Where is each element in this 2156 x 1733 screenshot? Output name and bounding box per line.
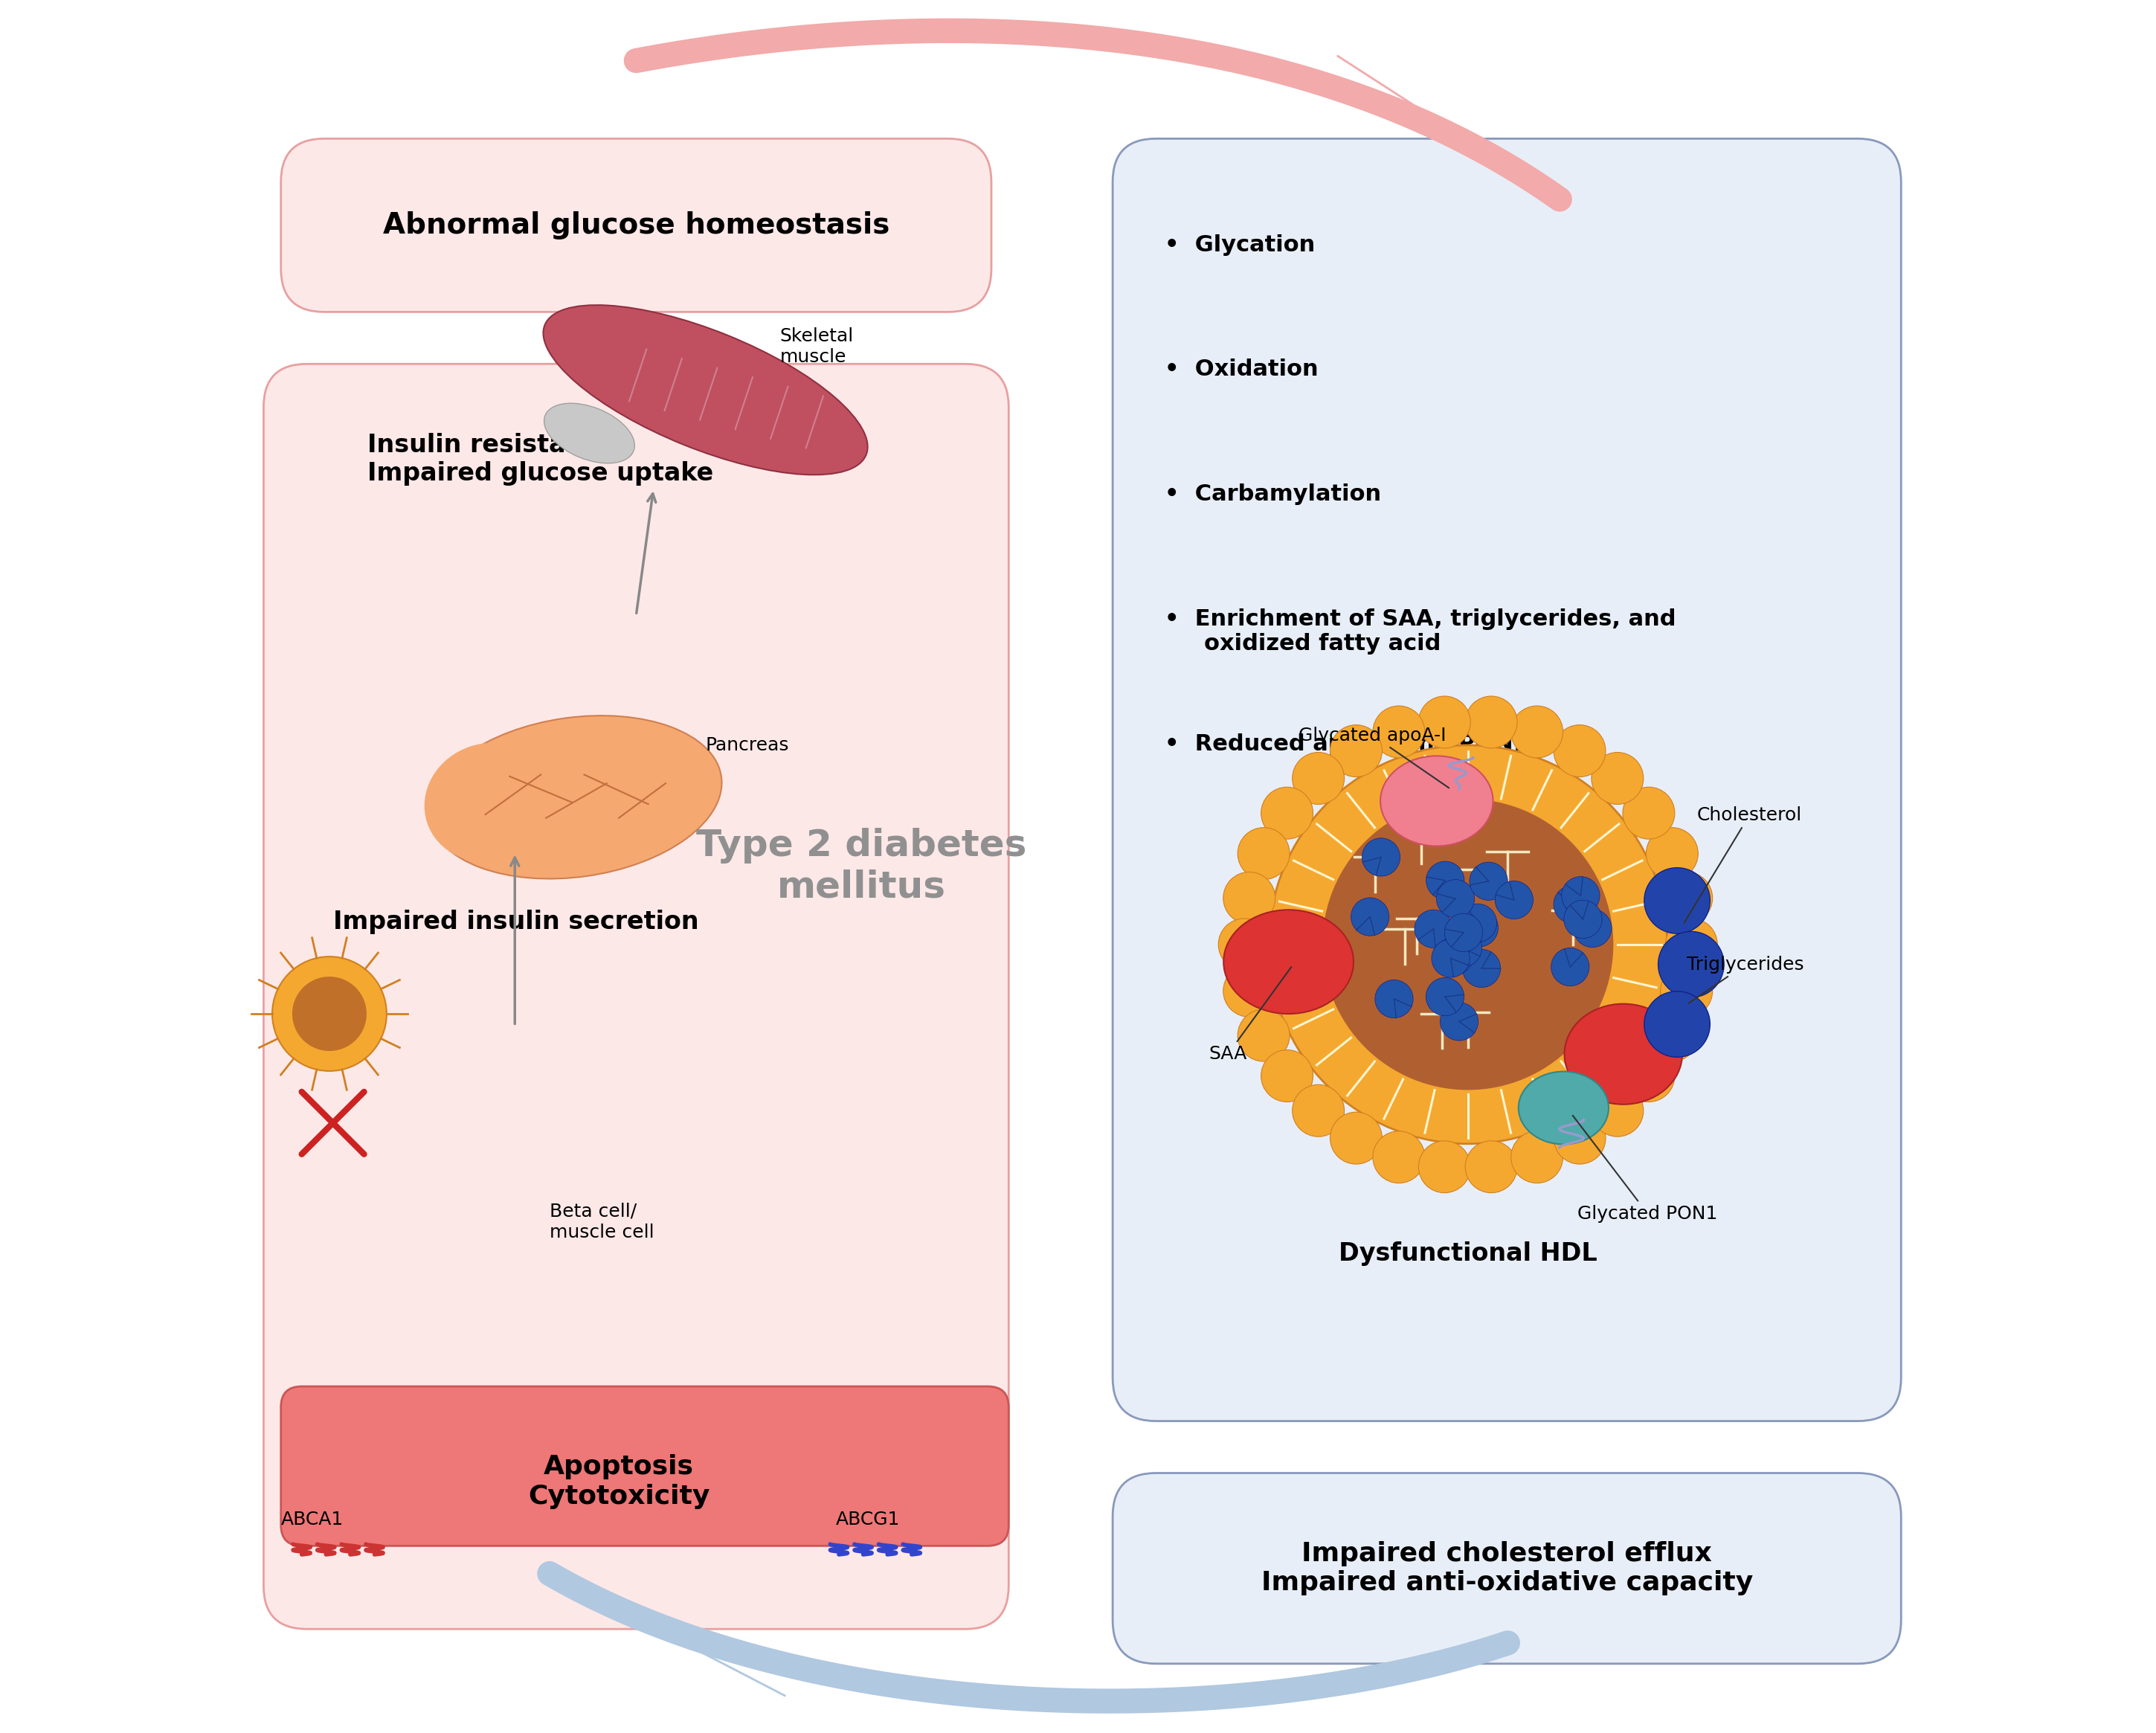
Text: Impaired cholesterol efflux
Impaired anti-oxidative capacity: Impaired cholesterol efflux Impaired ant… (1261, 1541, 1753, 1596)
Circle shape (1352, 898, 1388, 936)
Circle shape (1445, 913, 1483, 951)
Text: Triglycerides: Triglycerides (1688, 955, 1805, 1003)
Text: Insulin resistance
Impaired glucose uptake: Insulin resistance Impaired glucose upta… (367, 433, 714, 485)
Text: •  Oxidation: • Oxidation (1164, 359, 1317, 380)
Circle shape (1623, 787, 1675, 839)
FancyBboxPatch shape (1112, 1473, 1902, 1664)
Circle shape (1376, 979, 1412, 1017)
Circle shape (1440, 1002, 1479, 1040)
Circle shape (1268, 745, 1667, 1144)
Circle shape (1563, 899, 1602, 938)
Circle shape (1660, 872, 1712, 924)
Circle shape (1460, 908, 1498, 946)
Circle shape (1436, 880, 1475, 918)
Ellipse shape (1565, 1003, 1682, 1104)
Circle shape (1554, 724, 1606, 776)
Ellipse shape (543, 404, 634, 463)
Text: Pancreas: Pancreas (705, 737, 789, 754)
Ellipse shape (543, 305, 867, 475)
Circle shape (1419, 697, 1470, 749)
Text: Cholesterol: Cholesterol (1684, 806, 1802, 922)
Text: Beta cell/
muscle cell: Beta cell/ muscle cell (550, 1203, 653, 1241)
Text: SAA: SAA (1210, 967, 1291, 1062)
Circle shape (1494, 880, 1533, 918)
Text: ABCG1: ABCG1 (834, 1511, 899, 1529)
Circle shape (1432, 939, 1470, 977)
Circle shape (1645, 868, 1710, 934)
Text: Apoptosis
Cytotoxicity: Apoptosis Cytotoxicity (528, 1454, 709, 1509)
Circle shape (1623, 1050, 1675, 1102)
Circle shape (1261, 1050, 1313, 1102)
Circle shape (1511, 705, 1563, 757)
Circle shape (1554, 1113, 1606, 1165)
Circle shape (1645, 1009, 1699, 1061)
Circle shape (1645, 991, 1710, 1057)
Ellipse shape (429, 716, 722, 879)
Circle shape (1222, 965, 1274, 1017)
Ellipse shape (1225, 910, 1354, 1014)
Circle shape (1445, 929, 1481, 967)
Circle shape (1419, 1140, 1470, 1192)
Text: Glycated apoA-I: Glycated apoA-I (1298, 726, 1449, 789)
Circle shape (1466, 697, 1518, 749)
FancyBboxPatch shape (280, 139, 992, 312)
Circle shape (1261, 787, 1313, 839)
Text: •  Reduced apoA-I and PON1: • Reduced apoA-I and PON1 (1164, 733, 1529, 754)
Ellipse shape (1518, 1071, 1608, 1144)
Circle shape (272, 957, 386, 1071)
Circle shape (1330, 1113, 1382, 1165)
FancyBboxPatch shape (263, 364, 1009, 1629)
Circle shape (1511, 1132, 1563, 1184)
Circle shape (1591, 752, 1643, 804)
Circle shape (1645, 828, 1699, 880)
Circle shape (1561, 877, 1600, 915)
Circle shape (1218, 918, 1270, 970)
Circle shape (1330, 724, 1382, 776)
Text: •  Carbamylation: • Carbamylation (1164, 484, 1382, 504)
Circle shape (1550, 948, 1589, 986)
Circle shape (1425, 861, 1464, 899)
Circle shape (1460, 905, 1496, 943)
FancyBboxPatch shape (1112, 139, 1902, 1421)
Circle shape (1470, 861, 1507, 899)
Text: ABCA1: ABCA1 (280, 1511, 343, 1529)
Text: Dysfunctional HDL: Dysfunctional HDL (1339, 1241, 1598, 1265)
Circle shape (1291, 1085, 1345, 1137)
Text: Impaired insulin secretion: Impaired insulin secretion (332, 910, 699, 934)
Text: •  Glycation: • Glycation (1164, 234, 1315, 255)
Circle shape (1591, 1085, 1643, 1137)
Circle shape (1291, 752, 1345, 804)
FancyBboxPatch shape (280, 1386, 1009, 1546)
Circle shape (1322, 799, 1613, 1090)
Circle shape (1554, 886, 1591, 924)
Circle shape (1574, 910, 1611, 948)
Circle shape (1238, 1009, 1289, 1061)
Ellipse shape (1380, 756, 1492, 846)
Text: Skeletal
muscle: Skeletal muscle (780, 328, 854, 366)
Circle shape (1238, 828, 1289, 880)
Circle shape (1660, 965, 1712, 1017)
Circle shape (1373, 1132, 1425, 1184)
Circle shape (1664, 918, 1718, 970)
Circle shape (1222, 872, 1274, 924)
Circle shape (1373, 705, 1425, 757)
Circle shape (1462, 950, 1501, 988)
Circle shape (1425, 977, 1464, 1016)
Circle shape (1363, 839, 1399, 877)
Circle shape (1658, 932, 1725, 998)
Ellipse shape (425, 743, 554, 861)
Text: •  Enrichment of SAA, triglycerides, and
     oxidized fatty acid: • Enrichment of SAA, triglycerides, and … (1164, 608, 1675, 655)
Text: Type 2 diabetes
mellitus: Type 2 diabetes mellitus (696, 828, 1026, 905)
Circle shape (1466, 1140, 1518, 1192)
Circle shape (1436, 938, 1473, 976)
Circle shape (293, 977, 367, 1050)
Circle shape (1414, 910, 1453, 948)
Text: Glycated PON1: Glycated PON1 (1572, 1116, 1718, 1222)
Text: Abnormal glucose homeostasis: Abnormal glucose homeostasis (384, 211, 890, 239)
